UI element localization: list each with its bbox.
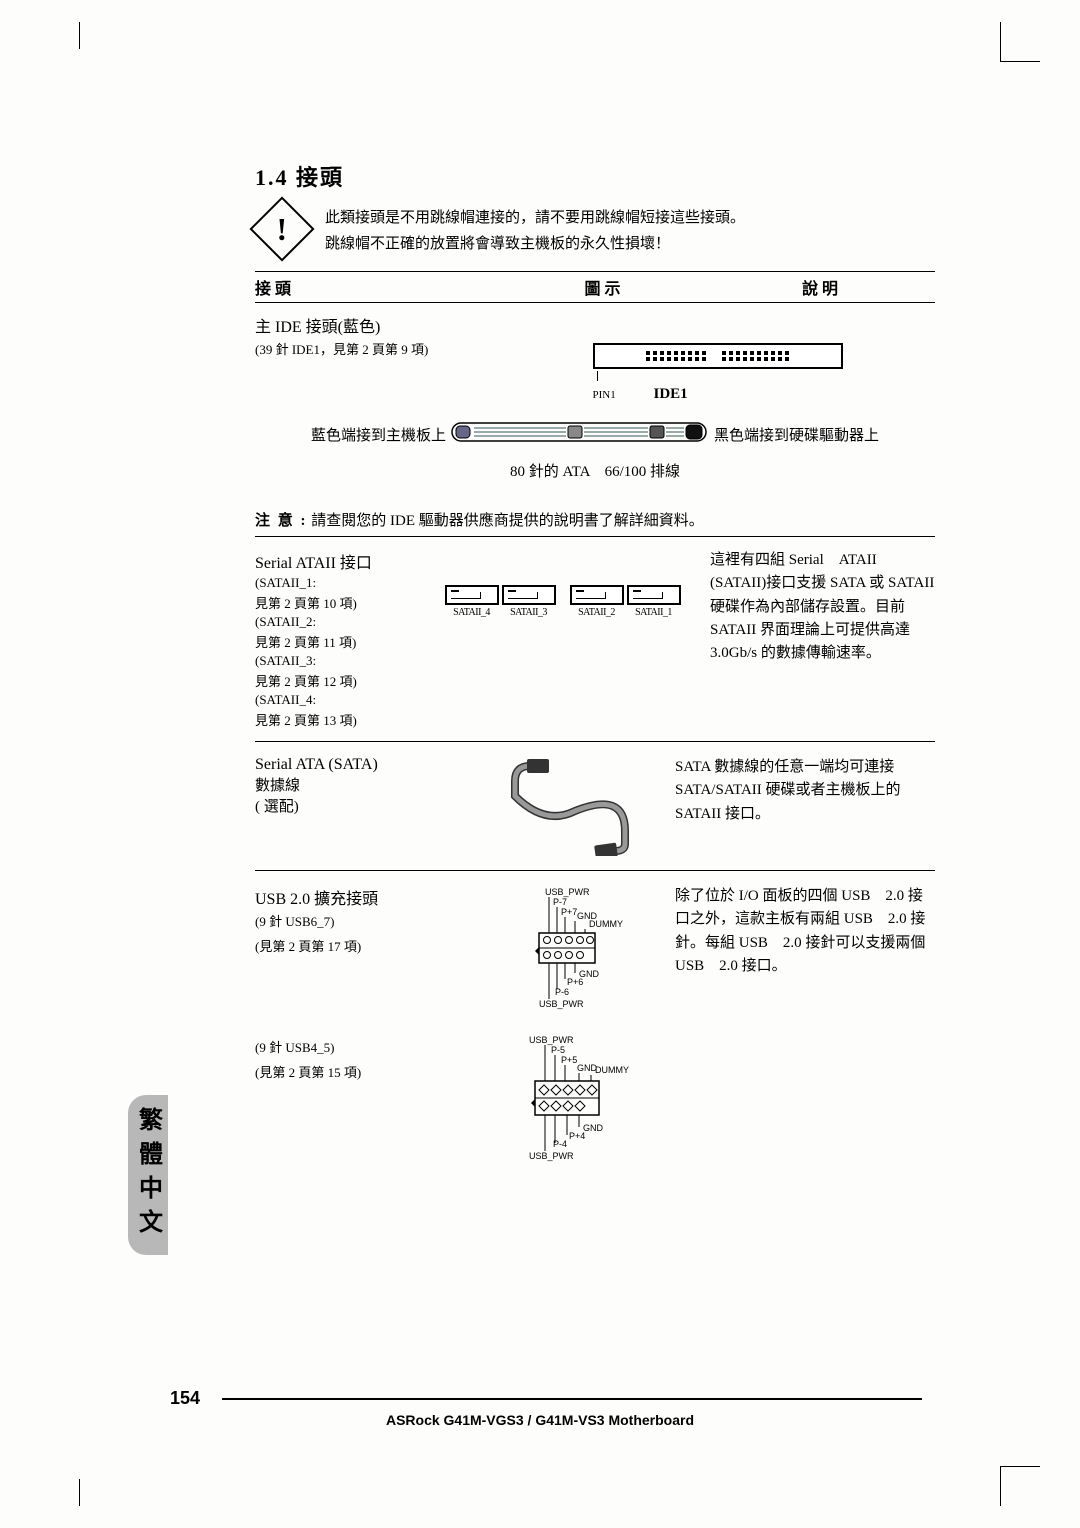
sata-cable-diagram — [475, 756, 675, 856]
section-number: 1.4 — [255, 165, 289, 190]
pin1-label: PIN1 — [593, 389, 616, 401]
sata-ports-diagram: SATAII_4 SATAII_3 SATAII_2 SATAII_1 — [415, 549, 710, 729]
svg-text:USB_PWR: USB_PWR — [539, 999, 584, 1009]
crop-mark — [1000, 22, 1040, 62]
svg-text:P-4: P-4 — [553, 1139, 567, 1149]
svg-text:P-7: P-7 — [553, 897, 567, 907]
svg-text:DUMMY: DUMMY — [589, 919, 623, 929]
ide-title: 主 IDE 接頭(藍色) — [255, 313, 935, 337]
language-tab-label: 繁體中文 — [131, 1107, 166, 1243]
col-header: 圖 示 — [500, 275, 705, 299]
warning-line: 此類接頭是不用跳線帽連接的，請不要用跳線帽短接這些接頭。 — [325, 206, 745, 232]
col-header: 接 頭 — [255, 275, 500, 299]
sata-cable-section: Serial ATA (SATA) 數據線 ( 選配) SATA 數據線的任意一… — [255, 742, 935, 871]
usb-header-diagram-1: USB_PWR P-7 P+7 GND DUMMY GND — [495, 885, 655, 1015]
ide-cable-svg — [450, 419, 710, 445]
sata-section: Serial ATAII 接口 (SATAII_1: 見第 2 頁第 10 項)… — [255, 536, 935, 742]
usb-diagrams: USB_PWR P-7 P+7 GND DUMMY GND — [475, 885, 675, 1163]
note-label: 注 意 : — [255, 513, 308, 529]
cable-left-label: 藍色端接到主機板上 — [311, 424, 446, 445]
sata-cable-l2: 數據線 — [255, 774, 475, 795]
ide-sub: (39 針 IDE1，見第 2 頁第 9 項) — [255, 339, 500, 358]
usb-left: USB 2.0 擴充接頭 (9 針 USB6_7) (見第 2 頁第 17 項)… — [255, 885, 475, 1081]
usb-section: USB 2.0 擴充接頭 (9 針 USB6_7) (見第 2 頁第 17 項)… — [255, 871, 935, 1177]
cable-caption: 80 針的 ATA 66/100 排線 — [255, 460, 935, 481]
sata-cable-desc: SATA 數據線的任意一端均可連接 SATA/SATAII 硬碟或者主機板上的 … — [675, 756, 935, 856]
ide-label: IDE1 — [653, 386, 687, 402]
svg-text:P+7: P+7 — [561, 907, 577, 917]
svg-text:P-6: P-6 — [555, 987, 569, 997]
page-content: 1.4 接頭 ! 此類接頭是不用跳線帽連接的，請不要用跳線帽短接這些接頭。 跳線… — [255, 160, 935, 1177]
warning-text: 此類接頭是不用跳線帽連接的，請不要用跳線帽短接這些接頭。 跳線帽不正確的放置將會… — [325, 204, 745, 257]
svg-text:DUMMY: DUMMY — [595, 1065, 629, 1075]
ide-connector-diagram: PIN1 IDE1 — [593, 343, 843, 403]
sata-port-label: SATAII_3 — [502, 607, 556, 618]
col-header: 說 明 — [705, 275, 935, 299]
usb-g2-l1: (9 針 USB4_5) — [255, 1037, 475, 1056]
page-rule — [222, 1398, 922, 1400]
sata-port-label: SATAII_4 — [445, 607, 499, 618]
sata-cable-left: Serial ATA (SATA) 數據線 ( 選配) — [255, 756, 475, 856]
warning-icon: ! — [249, 196, 314, 261]
ide-section: 主 IDE 接頭(藍色) (39 針 IDE1，見第 2 頁第 9 項) — [255, 303, 935, 495]
svg-text:USB_PWR: USB_PWR — [529, 1035, 574, 1045]
sata-port-label: SATAII_1 — [627, 607, 681, 618]
usb-desc: 除了位於 I/O 面板的四個 USB 2.0 接口之外，這款主板有兩組 USB … — [675, 885, 935, 978]
section-heading: 1.4 接頭 — [255, 160, 935, 192]
crop-mark — [40, 1466, 80, 1506]
warning-line: 跳線帽不正確的放置將會導致主機板的永久性損壞！ — [325, 232, 745, 258]
sata-desc: 這裡有四組 Serial ATAII (SATAII)接口支援 SATA 或 S… — [710, 549, 935, 729]
warning-block: ! 此類接頭是不用跳線帽連接的，請不要用跳線帽短接這些接頭。 跳線帽不正確的放置… — [255, 204, 935, 257]
usb-g1-l2: (見第 2 頁第 17 項) — [255, 936, 475, 955]
cable-right-label: 黑色端接到硬碟驅動器上 — [714, 424, 879, 445]
usb-title: USB 2.0 擴充接頭 — [255, 885, 475, 909]
svg-text:P+6: P+6 — [567, 977, 583, 987]
svg-text:USB_PWR: USB_PWR — [529, 1151, 574, 1161]
note-text: 請查閱您的 IDE 驅動器供應商提供的說明書了解詳細資料。 — [311, 513, 704, 529]
usb-g1-l1: (9 針 USB6_7) — [255, 911, 475, 930]
svg-text:USB_PWR: USB_PWR — [545, 887, 590, 897]
page-number: 154 — [170, 1388, 200, 1409]
svg-text:GND: GND — [583, 1123, 604, 1133]
section-title: 接頭 — [296, 165, 344, 190]
ide-cable-diagram: 藍色端接到主機板上 — [255, 419, 935, 450]
usb-header-diagram-2: USB_PWR P-5 P+5 GND DUMMY — [495, 1033, 655, 1163]
svg-text:P+4: P+4 — [569, 1131, 585, 1141]
sata-cable-title: Serial ATA (SATA) — [255, 756, 475, 774]
table-header: 接 頭 圖 示 說 明 — [255, 271, 935, 303]
sata-port-label: SATAII_2 — [570, 607, 624, 618]
svg-text:P-5: P-5 — [551, 1045, 565, 1055]
crop-mark — [1000, 1466, 1040, 1506]
svg-text:P+5: P+5 — [561, 1055, 577, 1065]
note: 注 意 : 請查閱您的 IDE 驅動器供應商提供的說明書了解詳細資料。 — [255, 509, 935, 530]
crop-mark — [40, 22, 80, 62]
footer: ASRock G41M-VGS3 / G41M-VS3 Motherboard — [0, 1412, 1080, 1428]
sata-cable-l3: ( 選配) — [255, 795, 475, 816]
language-tab: 繁體中文 — [128, 1095, 168, 1255]
usb-g2-l2: (見第 2 頁第 15 項) — [255, 1062, 475, 1081]
